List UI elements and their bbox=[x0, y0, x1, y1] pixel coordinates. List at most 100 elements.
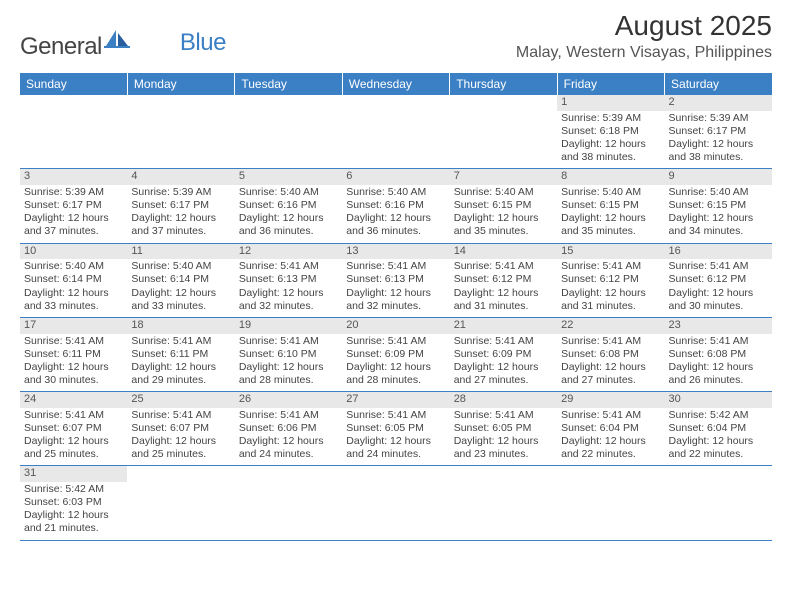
day-cell-line: Daylight: 12 hours bbox=[24, 361, 123, 374]
day-cell-line: Daylight: 12 hours bbox=[239, 361, 338, 374]
day-cell-line: Sunset: 6:16 PM bbox=[239, 199, 338, 212]
day-number: 9 bbox=[665, 169, 772, 185]
day-cell-line: Sunset: 6:13 PM bbox=[239, 273, 338, 286]
day-cell-line: Sunrise: 5:41 AM bbox=[346, 409, 445, 422]
day-number bbox=[342, 466, 449, 482]
day-cell bbox=[557, 482, 664, 540]
day-number bbox=[20, 95, 127, 111]
day-number: 22 bbox=[557, 317, 664, 333]
day-cell-line: Sunrise: 5:41 AM bbox=[131, 335, 230, 348]
day-header: Monday bbox=[127, 73, 234, 95]
day-cell-line: Sunset: 6:11 PM bbox=[24, 348, 123, 361]
day-cell: Sunrise: 5:41 AMSunset: 6:04 PMDaylight:… bbox=[557, 408, 664, 466]
day-cell-line: and 38 minutes. bbox=[669, 151, 768, 164]
day-cell-line: Sunrise: 5:41 AM bbox=[346, 335, 445, 348]
daynum-row: 3456789 bbox=[20, 169, 772, 185]
day-cell-line: Sunrise: 5:41 AM bbox=[24, 335, 123, 348]
day-cell-line: and 22 minutes. bbox=[561, 448, 660, 461]
day-cell-line: Sunset: 6:15 PM bbox=[669, 199, 768, 212]
day-number: 10 bbox=[20, 243, 127, 259]
day-cell-line: Sunrise: 5:40 AM bbox=[561, 186, 660, 199]
day-cell-line: Sunset: 6:16 PM bbox=[346, 199, 445, 212]
day-number: 8 bbox=[557, 169, 664, 185]
day-cell-line: and 28 minutes. bbox=[346, 374, 445, 387]
day-cell: Sunrise: 5:40 AMSunset: 6:14 PMDaylight:… bbox=[127, 259, 234, 317]
content-row: Sunrise: 5:41 AMSunset: 6:11 PMDaylight:… bbox=[20, 334, 772, 392]
day-cell-line: Daylight: 12 hours bbox=[669, 138, 768, 151]
day-header: Tuesday bbox=[235, 73, 342, 95]
day-cell bbox=[665, 482, 772, 540]
day-cell-line: and 34 minutes. bbox=[669, 225, 768, 238]
daynum-row: 12 bbox=[20, 95, 772, 111]
day-number: 1 bbox=[557, 95, 664, 111]
day-number: 5 bbox=[235, 169, 342, 185]
day-cell-line: and 27 minutes. bbox=[454, 374, 553, 387]
page-header: General Blue August 2025 Malay, Western … bbox=[20, 10, 772, 65]
day-cell: Sunrise: 5:41 AMSunset: 6:09 PMDaylight:… bbox=[342, 334, 449, 392]
day-cell-line: and 24 minutes. bbox=[239, 448, 338, 461]
day-cell-line: Daylight: 12 hours bbox=[24, 287, 123, 300]
day-cell-line: and 37 minutes. bbox=[131, 225, 230, 238]
day-cell-line: Sunset: 6:05 PM bbox=[346, 422, 445, 435]
day-cell-line: and 38 minutes. bbox=[561, 151, 660, 164]
day-cell-line: Sunrise: 5:41 AM bbox=[561, 335, 660, 348]
day-cell-line: Sunset: 6:05 PM bbox=[454, 422, 553, 435]
day-cell: Sunrise: 5:39 AMSunset: 6:17 PMDaylight:… bbox=[20, 185, 127, 243]
day-cell: Sunrise: 5:40 AMSunset: 6:14 PMDaylight:… bbox=[20, 259, 127, 317]
day-cell-line: Daylight: 12 hours bbox=[669, 212, 768, 225]
day-number bbox=[235, 95, 342, 111]
day-cell-line: Daylight: 12 hours bbox=[561, 361, 660, 374]
day-cell: Sunrise: 5:41 AMSunset: 6:05 PMDaylight:… bbox=[450, 408, 557, 466]
day-cell-line: and 30 minutes. bbox=[24, 374, 123, 387]
day-cell: Sunrise: 5:41 AMSunset: 6:07 PMDaylight:… bbox=[20, 408, 127, 466]
day-cell-line: Sunrise: 5:41 AM bbox=[239, 335, 338, 348]
day-cell: Sunrise: 5:40 AMSunset: 6:15 PMDaylight:… bbox=[450, 185, 557, 243]
day-cell bbox=[235, 482, 342, 540]
day-cell-line: and 37 minutes. bbox=[24, 225, 123, 238]
day-number: 27 bbox=[342, 392, 449, 408]
day-cell-line: and 32 minutes. bbox=[239, 300, 338, 313]
day-cell-line: and 35 minutes. bbox=[561, 225, 660, 238]
day-number bbox=[450, 466, 557, 482]
day-cell-line: and 33 minutes. bbox=[24, 300, 123, 313]
title-block: August 2025 Malay, Western Visayas, Phil… bbox=[516, 10, 772, 62]
day-cell-line: Daylight: 12 hours bbox=[239, 212, 338, 225]
day-cell-line: Daylight: 12 hours bbox=[669, 435, 768, 448]
day-cell: Sunrise: 5:41 AMSunset: 6:06 PMDaylight:… bbox=[235, 408, 342, 466]
day-cell: Sunrise: 5:39 AMSunset: 6:17 PMDaylight:… bbox=[127, 185, 234, 243]
day-cell: Sunrise: 5:42 AMSunset: 6:04 PMDaylight:… bbox=[665, 408, 772, 466]
day-cell-line: and 28 minutes. bbox=[239, 374, 338, 387]
day-cell-line: Daylight: 12 hours bbox=[561, 287, 660, 300]
day-cell-line: Daylight: 12 hours bbox=[454, 287, 553, 300]
day-cell-line: Sunrise: 5:41 AM bbox=[239, 409, 338, 422]
daynum-row: 24252627282930 bbox=[20, 392, 772, 408]
day-number bbox=[127, 466, 234, 482]
day-header: Wednesday bbox=[342, 73, 449, 95]
day-cell-line: Sunrise: 5:40 AM bbox=[24, 260, 123, 273]
day-cell: Sunrise: 5:41 AMSunset: 6:09 PMDaylight:… bbox=[450, 334, 557, 392]
day-cell: Sunrise: 5:41 AMSunset: 6:12 PMDaylight:… bbox=[665, 259, 772, 317]
day-cell-line: and 31 minutes. bbox=[454, 300, 553, 313]
day-cell-line: Sunrise: 5:41 AM bbox=[24, 409, 123, 422]
day-number bbox=[450, 95, 557, 111]
day-cell-line: Sunrise: 5:41 AM bbox=[346, 260, 445, 273]
daynum-row: 17181920212223 bbox=[20, 317, 772, 333]
day-number: 30 bbox=[665, 392, 772, 408]
day-cell-line: Sunset: 6:12 PM bbox=[669, 273, 768, 286]
day-cell-line: Sunset: 6:04 PM bbox=[561, 422, 660, 435]
day-cell-line: Daylight: 12 hours bbox=[131, 435, 230, 448]
day-cell: Sunrise: 5:41 AMSunset: 6:05 PMDaylight:… bbox=[342, 408, 449, 466]
day-cell-line: Sunrise: 5:41 AM bbox=[561, 409, 660, 422]
day-cell-line: Sunrise: 5:42 AM bbox=[669, 409, 768, 422]
location-text: Malay, Western Visayas, Philippines bbox=[516, 44, 772, 62]
day-header: Friday bbox=[557, 73, 664, 95]
day-cell-line: Daylight: 12 hours bbox=[561, 435, 660, 448]
day-number: 14 bbox=[450, 243, 557, 259]
day-cell-line: Sunset: 6:11 PM bbox=[131, 348, 230, 361]
day-number: 3 bbox=[20, 169, 127, 185]
day-cell: Sunrise: 5:39 AMSunset: 6:17 PMDaylight:… bbox=[665, 111, 772, 169]
day-cell-line: Sunset: 6:17 PM bbox=[24, 199, 123, 212]
content-row: Sunrise: 5:39 AMSunset: 6:17 PMDaylight:… bbox=[20, 185, 772, 243]
day-cell-line: Sunrise: 5:41 AM bbox=[131, 409, 230, 422]
day-number bbox=[557, 466, 664, 482]
